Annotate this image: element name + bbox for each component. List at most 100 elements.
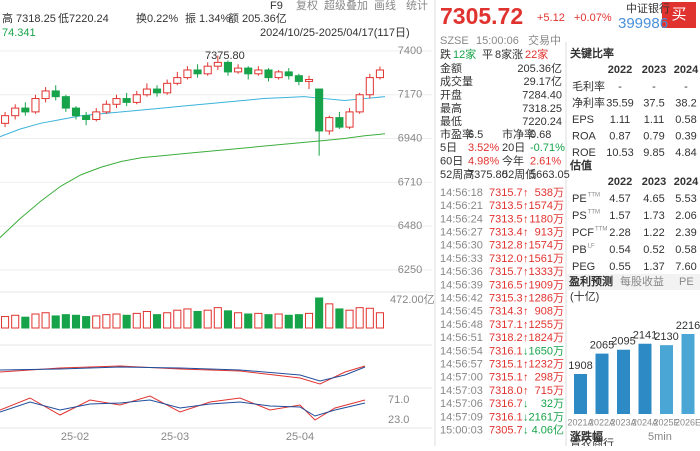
ratio-value: -	[652, 81, 656, 93]
kdj-line	[0, 399, 366, 417]
tab[interactable]: PE	[679, 276, 694, 288]
valuation-value: 4.65	[643, 193, 664, 205]
forecast-label: 1908	[568, 360, 592, 372]
valuation-value: 2.28	[609, 227, 630, 239]
ratio-value: 0.58	[675, 114, 696, 126]
trade-time: 14:56:51	[440, 332, 483, 344]
stat-label: 52周低	[502, 168, 536, 181]
ratio-label: ROA	[572, 130, 597, 142]
trade-time: 14:56:48	[440, 319, 483, 331]
candle-body	[294, 75, 303, 82]
candle-body	[304, 79, 314, 82]
valuation-sup: LF	[588, 244, 595, 250]
stat-value: 4.98%	[468, 156, 499, 168]
volume-bar	[122, 314, 131, 329]
tab[interactable]: 每股收益	[620, 274, 664, 288]
toolbar-button[interactable]: 画线	[374, 0, 396, 12]
year-header: 2024	[674, 176, 699, 188]
index-code: 399986	[618, 15, 668, 32]
stat-value: 3.52%	[468, 142, 499, 154]
summary-stat: 振 1.34%	[185, 11, 230, 25]
stat-value: 7375.80	[468, 169, 508, 181]
y-tick-label: 7400	[398, 45, 422, 57]
ratio-value: 4.84	[675, 147, 696, 159]
summary-stat: 高 7318.25	[2, 11, 56, 25]
forecast-category: 2024A	[632, 417, 658, 427]
trade-volume: 32万	[541, 398, 564, 410]
trade-price: 7312.8	[489, 240, 523, 252]
volume-bar	[345, 309, 354, 329]
stat-label: 52周高	[440, 167, 474, 181]
breadth-value: 22家	[525, 47, 548, 61]
volume-bar	[21, 316, 30, 329]
trade-time: 14:56:30	[440, 240, 483, 252]
trade-volume: 715万	[535, 385, 564, 397]
buy-button[interactable]	[662, 2, 696, 28]
stat-label: 开盘	[440, 88, 462, 102]
stat-value: 5663.05	[530, 169, 570, 181]
unit: (十亿)	[570, 289, 599, 303]
ratio-value: -	[684, 81, 688, 93]
trade-volume: 1650万	[529, 345, 564, 357]
valuation-value: 1.73	[643, 210, 664, 222]
stat-label: 今年	[502, 154, 524, 168]
tab-bar	[566, 274, 700, 290]
candle-body	[1, 115, 10, 124]
valuation-value: 1.22	[643, 227, 664, 239]
trade-price: 7313.4	[489, 227, 523, 239]
trade-price: 7316.1	[489, 411, 523, 423]
candle-body	[92, 111, 101, 121]
date-range: 2024/10/25-2025/04/17(117日)	[260, 27, 410, 39]
ratio-label: 净利率	[572, 95, 605, 109]
volume-bar	[1, 316, 10, 329]
volume-bar	[234, 312, 243, 329]
trade-time: 14:56:45	[440, 306, 483, 318]
candle-body	[203, 65, 212, 75]
toolbar-button[interactable]: 统计	[406, 0, 428, 12]
trade-time: 14:56:18	[440, 187, 483, 199]
stat-value: 29.17亿	[523, 75, 562, 88]
buy-label[interactable]: 买	[671, 6, 686, 23]
stat-label: 成交量	[440, 74, 473, 88]
trade-time: 14:56:27	[440, 227, 483, 239]
forecast-label: 2141	[633, 330, 657, 342]
trade-direction: ↑	[523, 227, 529, 239]
volume-bar	[51, 315, 60, 329]
trade-volume: 1180万	[529, 213, 564, 225]
forecast-category: 2022A	[589, 417, 615, 427]
candle-body	[41, 90, 50, 100]
toolbar-button[interactable]: 超级叠加	[324, 0, 368, 12]
ma-value: 74.341	[2, 27, 36, 39]
tab[interactable]: 5min	[648, 431, 672, 443]
status: 交易中	[528, 33, 561, 47]
trade-time: 15:00:03	[440, 425, 483, 437]
volume-bar	[315, 297, 324, 329]
trade-volume: 1909万	[529, 279, 564, 291]
y-tick-label: 6940	[398, 132, 422, 144]
volume-bar	[264, 314, 273, 329]
ratio-value: 1.11	[610, 114, 631, 126]
candle-body	[122, 98, 131, 103]
volume-bar	[223, 310, 233, 329]
summary-stat: 换0.22%	[136, 11, 178, 25]
trade-time: 14:56:36	[440, 266, 483, 278]
valuation-value: 0.52	[643, 244, 664, 256]
tab[interactable]: 盈利预测	[568, 274, 613, 288]
volume-bar	[193, 310, 202, 329]
ratio-value: 35.59	[606, 97, 634, 109]
toolbar-button[interactable]: 复权	[296, 0, 318, 12]
x-tick-label: 25-03	[161, 431, 189, 443]
stock-name: 青农商行	[570, 436, 614, 446]
trade-price: 7318.2	[489, 332, 523, 344]
valuation-value: 0.55	[609, 261, 630, 273]
candle-body	[213, 61, 222, 67]
trade-volume: 1255万	[529, 319, 564, 331]
toolbar-button[interactable]: F9	[270, 0, 283, 12]
candle-body	[223, 61, 233, 73]
tab[interactable]: 涨跌幅	[570, 429, 603, 443]
ratio-value: 37.5	[643, 97, 664, 109]
ratio-label: 毛利率	[572, 79, 605, 93]
trade-direction: ↑	[523, 306, 529, 318]
forecast-label: 2130	[654, 331, 678, 343]
